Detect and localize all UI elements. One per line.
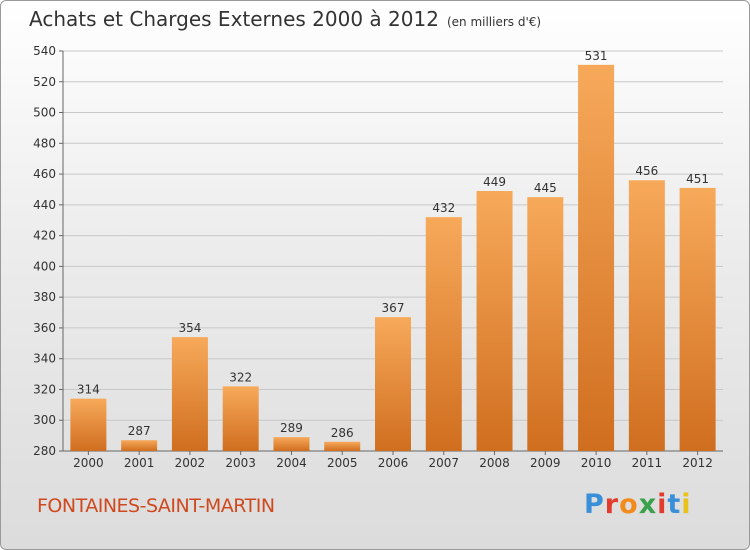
bar: [171, 337, 208, 451]
proxiti-logo: Proxiti: [584, 489, 692, 520]
logo-letter: t: [667, 489, 682, 520]
bar: [121, 440, 158, 451]
bar-value-label: 322: [229, 370, 252, 384]
bar: [222, 386, 259, 451]
y-tick-label: 320: [33, 382, 56, 396]
x-tick-label: 2002: [175, 456, 206, 470]
logo-letter: o: [619, 489, 639, 520]
bar-value-label: 451: [686, 172, 709, 186]
x-tick-label: 2009: [530, 456, 561, 470]
x-tick-label: 2011: [632, 456, 663, 470]
bar-value-label: 445: [534, 181, 557, 195]
bar: [375, 317, 411, 451]
bar-value-label: 456: [635, 164, 658, 178]
chart-title-text: Achats et Charges Externes 2000 à 2012: [29, 7, 439, 31]
bar-value-label: 432: [432, 201, 455, 215]
x-tick-label: 2006: [378, 456, 409, 470]
y-tick-label: 480: [33, 136, 56, 150]
y-tick-label: 300: [33, 413, 56, 427]
y-tick-label: 360: [33, 321, 56, 335]
logo-letter: P: [584, 489, 605, 520]
bar-value-label: 289: [280, 421, 303, 435]
bar: [70, 398, 107, 451]
y-tick-label: 400: [33, 259, 56, 273]
x-tick-label: 2004: [276, 456, 307, 470]
y-tick-label: 280: [33, 444, 56, 458]
x-tick-label: 2001: [124, 456, 155, 470]
x-tick-label: 2012: [682, 456, 713, 470]
y-tick-label: 340: [33, 352, 56, 366]
bar: [578, 64, 615, 451]
x-tick-label: 2000: [73, 456, 104, 470]
x-tick-label: 2007: [428, 456, 459, 470]
logo-letter: x: [638, 489, 658, 520]
x-tick-label: 2005: [327, 456, 358, 470]
x-tick-label: 2010: [581, 456, 612, 470]
logo-letter: i: [657, 489, 668, 520]
y-tick-label: 520: [33, 75, 56, 89]
bar: [679, 187, 716, 451]
bar-value-label: 354: [178, 321, 201, 335]
bar: [273, 437, 310, 451]
bar-value-label: 286: [331, 426, 354, 440]
bar-value-label: 287: [128, 424, 151, 438]
chart-unit: (en milliers d'€): [446, 15, 542, 29]
chart-title: Achats et Charges Externes 2000 à 2012 (e…: [29, 7, 541, 31]
logo-letter: r: [604, 489, 620, 520]
bar-value-label: 531: [585, 49, 608, 63]
x-tick-label: 2008: [479, 456, 510, 470]
bar-value-label: 314: [77, 383, 100, 397]
logo-letter: i: [681, 489, 692, 520]
bar: [425, 217, 462, 451]
y-tick-label: 540: [33, 44, 56, 58]
commune-name: FONTAINES-SAINT-MARTIN: [37, 495, 275, 517]
x-tick-label: 2003: [225, 456, 256, 470]
y-tick-label: 420: [33, 229, 56, 243]
bar-value-label: 367: [382, 301, 405, 315]
bar: [527, 197, 564, 451]
y-tick-label: 440: [33, 198, 56, 212]
bar: [324, 441, 361, 451]
y-tick-label: 500: [33, 106, 56, 120]
y-tick-label: 460: [33, 167, 56, 181]
bar: [476, 191, 513, 451]
bar: [628, 180, 665, 451]
bar-value-label: 449: [483, 175, 506, 189]
y-tick-label: 380: [33, 290, 56, 304]
